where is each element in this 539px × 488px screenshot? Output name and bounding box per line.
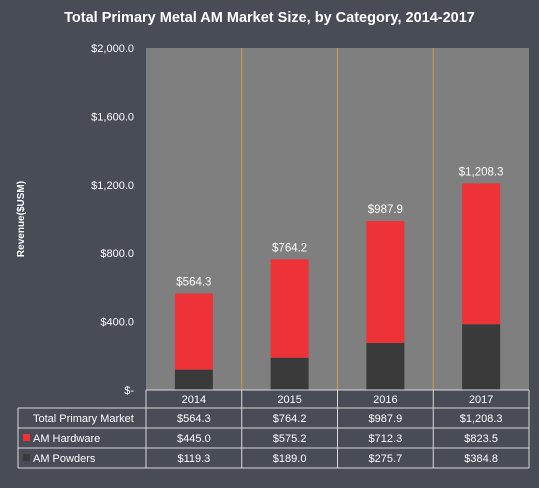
table-cell: $712.3 [369, 433, 403, 445]
table-cell: $764.2 [273, 413, 307, 425]
bar-am-hardware [462, 183, 501, 325]
x-tick-label: 2016 [373, 394, 397, 406]
bar-am-hardware [270, 259, 309, 358]
table-cell: $384.8 [464, 453, 498, 465]
y-tick-label: $2,000.0 [91, 43, 134, 55]
bar-total-label: $987.9 [368, 204, 403, 216]
y-tick-label: $- [124, 385, 134, 397]
bar-total-label: $764.2 [272, 242, 307, 254]
chart-title: Total Primary Metal AM Market Size, by C… [64, 10, 475, 26]
table-row-label: Total Primary Market [33, 413, 134, 425]
table-row-label: AM Hardware [33, 433, 100, 445]
bar-am-powders [462, 324, 501, 390]
bar-am-powders [270, 357, 309, 390]
bar-am-hardware [174, 293, 213, 370]
table-cell: $575.2 [273, 433, 307, 445]
y-tick-label: $400.0 [100, 317, 134, 329]
data-table: 2014 2015 2016 2017 Total Primary Market $564… [17, 389, 530, 469]
bar-am-powders [174, 369, 213, 390]
legend-swatch [23, 434, 30, 441]
y-tick-label: $1,200.0 [91, 180, 134, 192]
table-cell: $823.5 [464, 433, 498, 445]
table-cell: $119.3 [177, 453, 210, 465]
bar-am-hardware [366, 221, 405, 343]
plot-layer: $- $400.0 $800.0 $1,200.0 $1,600.0 $2,000.0 Re… [16, 43, 529, 397]
table-cell: $275.7 [369, 453, 403, 465]
table-row-label: AM Powders [33, 453, 96, 465]
x-tick-label: 2015 [277, 394, 301, 406]
x-tick-label: 2014 [182, 394, 206, 406]
bar-total-label: $1,208.3 [459, 166, 504, 178]
y-tick-label: $800.0 [100, 248, 134, 260]
legend-swatch [23, 454, 30, 461]
table-cell: $987.9 [369, 413, 403, 425]
bar-total-label: $564.3 [176, 277, 211, 289]
table-cell: $564.3 [177, 413, 211, 425]
table-cell: $445.0 [177, 433, 211, 445]
bar-am-powders [366, 342, 405, 390]
y-axis-label: Revenue($USM) [16, 181, 27, 257]
y-tick-label: $1,600.0 [91, 111, 134, 123]
x-tick-label: 2017 [469, 394, 493, 406]
table-cell: $1,208.3 [460, 413, 503, 425]
table-cell: $189.0 [273, 453, 307, 465]
